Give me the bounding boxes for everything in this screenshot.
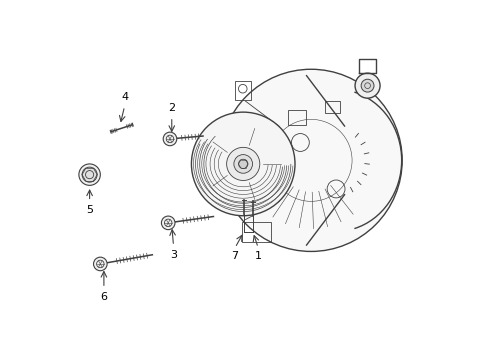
Circle shape: [361, 79, 374, 92]
Circle shape: [79, 164, 100, 185]
Text: 3: 3: [170, 249, 177, 260]
Text: 7: 7: [231, 251, 239, 261]
Circle shape: [239, 159, 248, 168]
Circle shape: [227, 147, 260, 180]
Ellipse shape: [220, 69, 402, 251]
Text: 1: 1: [255, 251, 262, 261]
Circle shape: [82, 167, 97, 182]
Text: 6: 6: [100, 292, 107, 302]
Text: 5: 5: [86, 205, 93, 215]
Circle shape: [163, 132, 177, 146]
Circle shape: [161, 216, 175, 230]
Circle shape: [234, 154, 252, 173]
Circle shape: [192, 112, 295, 216]
Circle shape: [355, 73, 380, 98]
Circle shape: [94, 257, 107, 271]
Text: 2: 2: [168, 103, 175, 113]
Text: 4: 4: [121, 93, 128, 103]
